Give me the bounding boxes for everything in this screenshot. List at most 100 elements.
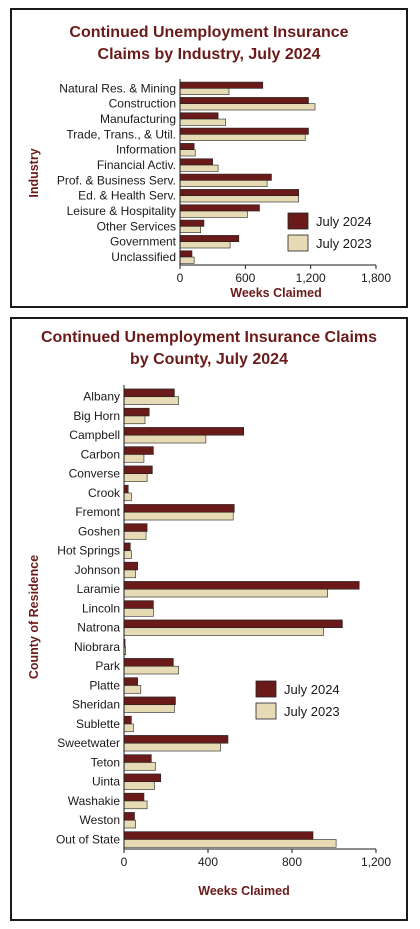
bar-july-2023-goshen (123, 531, 147, 540)
category-label-sheridan: Sheridan (72, 698, 120, 712)
category-label-information: Information (116, 143, 176, 157)
bar-july-2023-other-services (179, 226, 201, 233)
industry-title-line-1: Continued Unemployment Insurance (69, 24, 349, 41)
legend-swatch-july-2023 (255, 702, 277, 720)
bar-july-2024-ed-health-serv (179, 189, 299, 197)
category-label-platte: Platte (89, 678, 120, 692)
category-label-lincoln: Lincoln (82, 601, 120, 615)
bar-july-2024-uinta (123, 773, 162, 783)
category-label-weston: Weston (80, 813, 120, 827)
x-axis-title: Weeks Claimed (198, 884, 289, 898)
bar-july-2023-sublette (123, 723, 134, 733)
bar-july-2023-johnson (123, 569, 136, 579)
county-title-line-2: by County, July 2024 (130, 351, 288, 368)
category-label-park: Park (95, 659, 121, 673)
legend-label-july-2024: July 2024 (284, 682, 340, 697)
category-label-natural-res-mining: Natural Res. & Mining (59, 81, 176, 95)
county-title-line-1: Continued Unemployment Insurance Claims (40, 329, 378, 346)
bar-july-2024-other-services (179, 219, 205, 227)
bar-july-2024-washakie (123, 792, 145, 802)
bar-july-2024-manufacturing (179, 112, 219, 120)
bar-july-2023-park (123, 665, 179, 675)
bar-july-2023-weston (123, 819, 136, 829)
bar-july-2023-government (179, 241, 231, 249)
legend-swatch-july-2024 (255, 680, 277, 698)
bar-july-2024-johnson (123, 561, 138, 571)
industry-chart-panel: Continued Unemployment Insurance Claims … (10, 8, 408, 308)
bar-july-2024-teton (123, 754, 152, 763)
bar-july-2023-prof-business-serv (179, 180, 268, 187)
bar-july-2024-fremont (123, 504, 235, 513)
category-label-leisure-hospitality: Leisure & Hospitality (67, 204, 176, 218)
industry-chart-title: Continued Unemployment Insurance Claims … (12, 22, 406, 66)
x-axis-title: Weeks Claimed (230, 286, 321, 300)
category-label-fremont: Fremont (75, 505, 120, 519)
bar-july-2024-construction (179, 97, 309, 105)
bar-july-2024-trade-trans-util (179, 127, 309, 135)
bar-july-2024-hot-springs (123, 542, 131, 552)
bar-july-2023-washakie (123, 800, 148, 810)
category-label-manufacturing: Manufacturing (100, 112, 176, 126)
bar-july-2024-unclassified (179, 250, 193, 258)
legend-label-july-2023: July 2023 (316, 236, 372, 251)
category-label-laramie: Laramie (77, 582, 121, 596)
legend-swatch-july-2024 (287, 212, 309, 230)
category-label-out-of-state: Out of State (56, 832, 120, 846)
bar-july-2024-goshen (123, 523, 148, 532)
category-label-other-services: Other Services (97, 219, 176, 233)
industry-bar-chart: Natural Res. & Mining ConstructionManufac… (27, 79, 391, 300)
category-label-construction: Construction (109, 97, 176, 111)
bar-july-2023-natural-res-mining (179, 88, 230, 95)
bar-july-2023-natrona (123, 627, 324, 636)
bar-july-2023-campbell (123, 434, 207, 444)
bar-july-2024-sweetwater (123, 735, 229, 744)
x-tick-label: 800 (282, 855, 302, 869)
category-label-niobrara: Niobrara (74, 640, 120, 654)
x-tick-label: 600 (235, 271, 255, 285)
bar-july-2023-teton (123, 762, 156, 771)
bar-july-2024-sublette (123, 715, 132, 725)
category-label-sublette: Sublette (76, 717, 120, 731)
category-label-hot-springs: Hot Springs (57, 544, 120, 558)
category-label-financial-activ: Financial Activ. (97, 158, 176, 172)
x-tick-label: 0 (177, 271, 184, 285)
bar-july-2023-carbon (123, 454, 145, 463)
bar-july-2024-financial-activ (179, 158, 213, 166)
bar-july-2023-platte (123, 685, 142, 694)
bar-july-2023-albany (123, 396, 179, 405)
bar-july-2024-information (179, 143, 195, 151)
bar-july-2023-information (179, 149, 196, 157)
bar-july-2024-natural-res-mining (179, 81, 264, 89)
bar-july-2024-weston (123, 812, 135, 821)
bar-july-2024-campbell (123, 427, 244, 436)
category-label-carbon: Carbon (81, 447, 120, 461)
bar-july-2024-park (123, 658, 174, 667)
bar-july-2024-carbon (123, 446, 154, 455)
bar-july-2023-sweetwater (123, 742, 221, 752)
category-label-campbell: Campbell (69, 428, 120, 442)
category-label-uinta: Uinta (92, 775, 120, 789)
bar-july-2023-financial-activ (179, 164, 219, 172)
bar-july-2024-big-horn (123, 407, 150, 417)
bar-july-2023-manufacturing (179, 118, 227, 126)
category-label-washakie: Washakie (68, 794, 121, 808)
bar-july-2023-construction (179, 103, 316, 111)
y-axis-title: County of Residence (27, 555, 41, 679)
bar-july-2023-trade-trans-util (179, 134, 306, 141)
category-label-natrona: Natrona (77, 621, 120, 635)
bar-july-2023-leisure-hospitality (179, 210, 248, 218)
bar-july-2023-uinta (123, 781, 155, 790)
bar-july-2024-out-of-state (123, 831, 314, 840)
category-label-crook: Crook (88, 486, 121, 500)
bar-july-2023-ed-health-serv (179, 195, 299, 203)
bar-july-2024-crook (123, 484, 129, 494)
county-chart-title: Continued Unemployment Insurance Claims … (12, 327, 406, 371)
bar-july-2023-out-of-state (123, 839, 337, 848)
x-tick-label: 1,200 (296, 271, 326, 285)
bar-july-2023-big-horn (123, 415, 146, 425)
bar-july-2024-sheridan (123, 696, 176, 706)
category-label-goshen: Goshen (78, 524, 120, 538)
legend-swatch-july-2023 (287, 234, 309, 252)
industry-title-line-2: Claims by Industry, July 2024 (97, 46, 321, 63)
county-bar-chart: Albany Big Horn Campbell Carbon Converse Croo… (27, 385, 391, 898)
